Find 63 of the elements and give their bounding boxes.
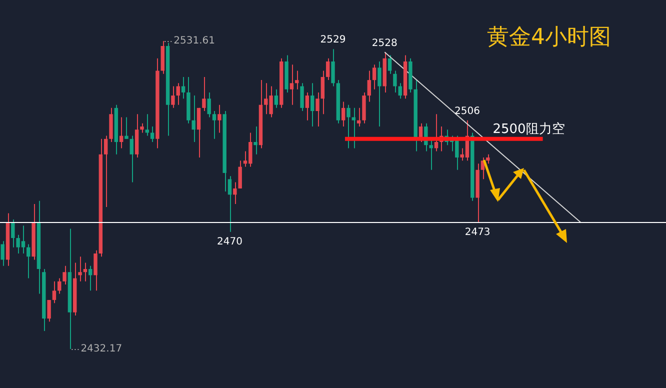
- candlestick: [393, 70, 397, 93]
- candlestick: [207, 92, 211, 118]
- candlestick: [316, 92, 320, 128]
- candlestick: [398, 82, 402, 100]
- candlestick: [295, 70, 299, 90]
- candlestick: [233, 182, 237, 204]
- candlestick: [331, 48, 335, 87]
- candlestick: [130, 135, 134, 183]
- candlestick: [254, 126, 258, 155]
- chart-title: 黄金4小时图: [487, 24, 611, 52]
- candlestick: [300, 82, 304, 112]
- candlestick: [47, 299, 51, 322]
- candlestick: [326, 58, 330, 81]
- candlestick: [119, 116, 124, 149]
- candlestick: [320, 70, 325, 115]
- candlestick: [305, 92, 310, 121]
- annotation: 2432.17: [80, 344, 122, 355]
- annotation: 2531.61: [174, 36, 215, 47]
- candlestick: [88, 265, 92, 292]
- candlestick: [202, 76, 206, 112]
- candlestick: [212, 110, 216, 140]
- candlestick: [274, 88, 278, 108]
- candlestick: [429, 138, 433, 170]
- annotation: 2470: [217, 236, 242, 248]
- candlestick: [378, 60, 382, 128]
- candlestick: [0, 240, 4, 266]
- candlestick: [192, 95, 196, 143]
- candlestick: [388, 54, 392, 74]
- candlestick: [372, 64, 376, 90]
- candlestick: [104, 135, 108, 208]
- candlestick: [62, 265, 66, 285]
- candlestick: [83, 262, 88, 282]
- candlestick: [11, 218, 15, 248]
- candlestick: [346, 104, 350, 149]
- candlestick: [145, 114, 149, 136]
- candlestick: [356, 107, 361, 128]
- candlestick: [176, 82, 180, 106]
- candlestick: [238, 160, 242, 189]
- candlestick: [171, 86, 175, 108]
- candlestick: [218, 104, 222, 134]
- candlestick: [341, 101, 346, 128]
- candlestick: [290, 64, 294, 106]
- candlestick: [58, 278, 62, 294]
- candlestick: [140, 122, 144, 134]
- candlestick: [367, 70, 371, 102]
- annotation: 2473: [464, 227, 490, 238]
- candlestick: [434, 114, 438, 152]
- candlestick: [94, 250, 98, 292]
- candlestick: [52, 280, 56, 304]
- ref-line-label: 2500阻力空: [492, 122, 565, 137]
- candlestick: [310, 82, 314, 128]
- candlestick: [228, 176, 232, 232]
- candlestick: [150, 126, 154, 143]
- candlestick: [486, 154, 490, 164]
- candlestick: [196, 107, 201, 158]
- candlestick: [26, 244, 30, 279]
- annotation: 2528: [372, 38, 398, 49]
- annotation: 2529: [320, 34, 346, 46]
- candlestick: [78, 256, 82, 282]
- candlestick: [352, 107, 356, 149]
- annotation: 2506: [454, 106, 480, 117]
- candlestick: [181, 76, 186, 100]
- candlestick: [124, 116, 128, 140]
